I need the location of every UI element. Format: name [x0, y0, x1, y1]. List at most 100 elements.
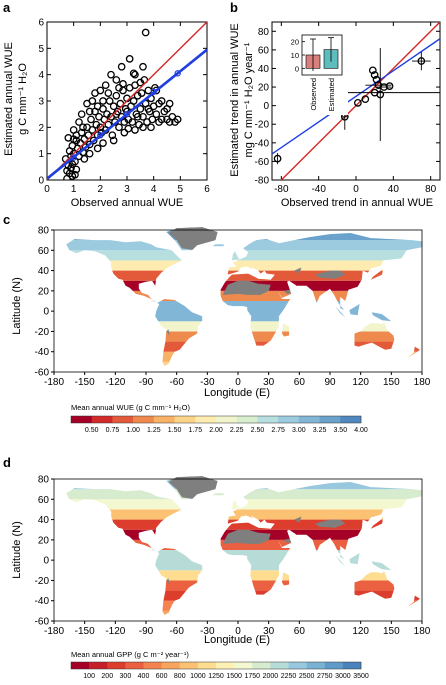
colorbar-swatch — [270, 662, 289, 669]
data-point — [115, 83, 123, 92]
data-point — [96, 86, 105, 95]
data-point — [79, 123, 87, 132]
colorbar-swatch — [125, 662, 144, 669]
x-tick-label: 60 — [294, 626, 306, 637]
data-point — [370, 88, 379, 97]
regression-line — [272, 38, 440, 155]
y-tick-label: -40 — [35, 596, 50, 607]
colorbar-swatch — [288, 662, 307, 669]
y-tick-label: -60 — [35, 617, 50, 628]
x-tick-label: 5 — [178, 184, 184, 195]
colorbar-tick-label: 2500 — [299, 673, 315, 680]
data-point — [99, 139, 107, 147]
x-tick-label: -30 — [200, 626, 215, 637]
data-point — [385, 82, 394, 90]
fit-marker — [123, 110, 131, 118]
data-point — [370, 71, 379, 79]
data-point — [131, 70, 139, 79]
x-tick-label: -90 — [139, 377, 154, 388]
data-point — [75, 118, 83, 126]
data-point — [112, 76, 121, 84]
x-tick-label: -120 — [105, 626, 125, 637]
data-point — [148, 115, 157, 124]
colorbar-swatch — [71, 416, 93, 423]
panel-label-a: a — [3, 0, 11, 15]
scatter-chart-trend: Estimated trend in annual WUE mg C mm⁻¹ … — [229, 21, 441, 209]
x-tick-label: 150 — [383, 626, 400, 637]
colorbar-swatch — [216, 416, 238, 423]
colorbar-swatch — [234, 662, 253, 669]
latitude-color-band — [66, 539, 422, 550]
colorbar-tick-label: 2.75 — [271, 427, 285, 434]
scatter-chart-wue: Estimated annual WUE g C mm⁻¹ H₂O Observ… — [3, 18, 210, 210]
data-point — [72, 136, 81, 145]
map-wue: Latitude (N) Longitude (E) Mean annual W… — [11, 226, 431, 435]
plot-content — [47, 22, 207, 180]
colorbar-tick-label: 300 — [120, 673, 132, 680]
data-point — [88, 126, 97, 134]
colorbar-title: Mean annual GPP (g C m⁻² year⁻¹) — [71, 650, 189, 659]
y-axis-label-line1: Estimated trend in annual WUE — [229, 23, 241, 176]
colorbar-frame — [70, 415, 362, 424]
fit-marker — [97, 132, 104, 139]
inset-y-tick-label: 10 — [291, 51, 299, 60]
panel-label-c: c — [3, 212, 11, 227]
data-point — [273, 154, 282, 163]
colorbar-tick-label: 1.00 — [126, 427, 140, 434]
x-axis-label: Longitude (E) — [204, 634, 270, 646]
colorbar-tick-label: 2.00 — [209, 427, 223, 434]
fit-marker — [174, 70, 181, 77]
data-point — [125, 55, 134, 63]
colorbar-tick-label: 4.00 — [354, 427, 368, 434]
x-tick-label: 180 — [414, 377, 431, 388]
colorbar-tick-label: 100 — [83, 673, 95, 680]
colorbar-swatch — [252, 662, 271, 669]
x-tick-label: -150 — [75, 626, 95, 637]
x-tick-label: 30 — [263, 377, 275, 388]
no-data-region — [222, 280, 271, 295]
data-point — [107, 70, 115, 79]
colorbar-tick-label: 1750 — [244, 673, 260, 680]
colorbar-swatch — [324, 662, 344, 669]
x-tick-label: -90 — [139, 626, 154, 637]
y-tick-label: 20 — [38, 535, 50, 546]
x-tick-label: 2 — [98, 184, 104, 195]
latitude-color-band — [66, 290, 422, 301]
data-point — [173, 115, 182, 124]
colorbar-tick-label: 2250 — [281, 673, 297, 680]
colorbar-swatch — [143, 662, 162, 669]
inset-y-tick-label: 0 — [295, 64, 299, 73]
y-tick-label: 0 — [43, 307, 49, 318]
inset-category-label: Observed — [309, 78, 318, 111]
y-tick-label: -60 — [35, 368, 50, 379]
data-point — [152, 110, 161, 119]
data-point — [119, 80, 127, 88]
x-tick-label: -60 — [169, 626, 184, 637]
y-tick-label: 2 — [38, 123, 44, 134]
y-tick-label: 20 — [258, 83, 270, 94]
colorbar-swatch — [112, 416, 134, 423]
y-tick-label: -20 — [255, 120, 270, 131]
data-point — [87, 115, 95, 124]
x-tick-label: -150 — [75, 377, 95, 388]
data-point — [137, 89, 146, 97]
x-axis-label: Longitude (E) — [204, 387, 270, 399]
y-tick-label: 0 — [263, 101, 269, 112]
data-point — [109, 102, 118, 111]
latitude-color-band — [66, 260, 422, 271]
colorbar-swatch — [133, 416, 155, 423]
no-data-region — [166, 578, 170, 585]
y-axis-label-line1: Estimated annual WUE — [3, 42, 15, 156]
data-point — [101, 81, 110, 90]
panel-label-b: b — [230, 0, 238, 15]
panel-label-d: d — [3, 455, 11, 470]
regression-line — [47, 48, 207, 180]
y-tick-label: 80 — [38, 226, 50, 237]
x-tick-label: -80 — [274, 184, 289, 195]
colorbar-tick-label: 2.25 — [230, 427, 244, 434]
data-point — [136, 78, 145, 87]
data-point — [115, 123, 123, 132]
y-axis-label-line2: mg C mm⁻¹ H₂O year⁻¹ — [243, 42, 255, 157]
x-tick-label: -180 — [44, 626, 64, 637]
x-tick-label: 30 — [263, 626, 275, 637]
